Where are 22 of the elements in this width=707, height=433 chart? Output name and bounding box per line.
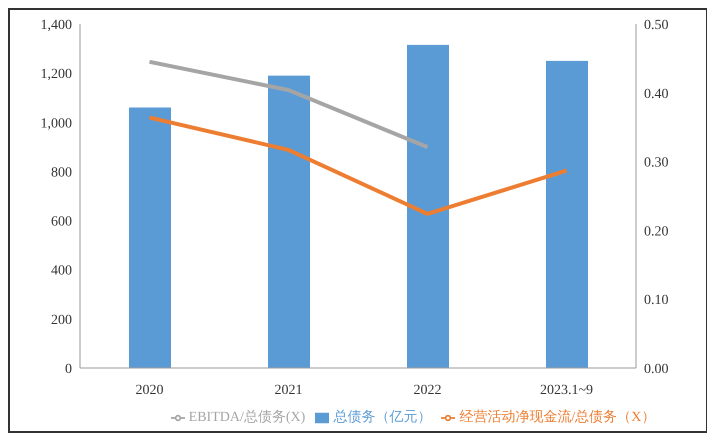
y2-tick-label: 0.30 [644,156,668,171]
y2-tick-label: 0.40 [644,86,668,102]
y-tick-label: 200 [51,312,72,328]
legend-label: 总债务（亿元） [333,410,432,425]
y-tick-label: 0 [65,362,72,377]
y-tick-label: 400 [51,264,72,279]
x-tick-label: 2020 [136,382,164,398]
legend-label: 经营活动净现金流/总债务（X） [459,410,656,425]
y2-tick-label: 0.20 [644,224,668,240]
y2-tick-label: 0.00 [644,362,668,377]
y-tick-label: 1,000 [40,116,72,132]
y-tick-label: 600 [51,214,72,230]
line-series [148,116,568,216]
legend-label: EBITDA/总债务(X) [188,410,306,425]
x-tick-label: 2023.1~9 [540,382,594,398]
y-tick-label: 1,200 [40,67,72,82]
x-tick-label: 2022 [414,382,442,398]
x-tick-label: 2021 [274,382,302,398]
y-tick-label: 1,400 [40,18,72,33]
y-tick-label: 800 [51,165,72,180]
y2-tick-label: 0.10 [644,293,668,308]
y2-tick-label: 0.50 [644,18,668,33]
